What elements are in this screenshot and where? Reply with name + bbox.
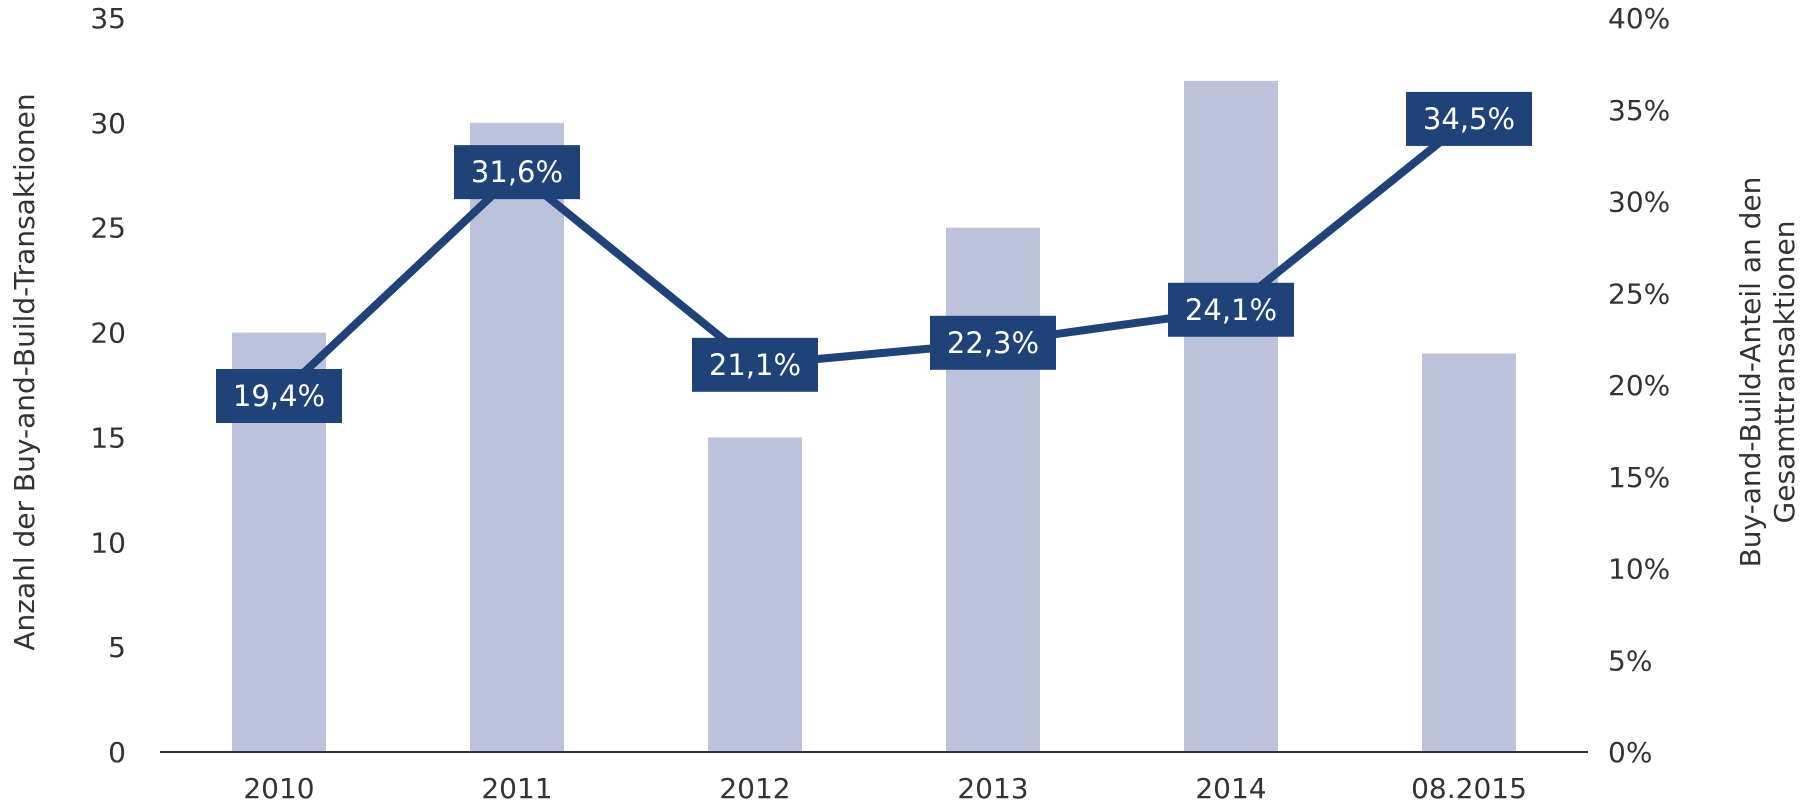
line-data-labels: 19,4% 31,6% 21,1% 22,3% 24,1% 34,5% [216,91,1532,424]
left-tick-label: 15 [90,421,126,454]
data-label: 22,3% [947,326,1039,360]
right-y-axis: 0% 5% 10% 15% 20% 25% 30% 35% 40% [1608,2,1670,769]
data-label-box [216,369,342,424]
data-label: 31,6% [471,155,563,189]
x-tick-label: 2012 [719,772,790,805]
x-tick-label: 2011 [481,772,552,805]
bar-series [232,80,1516,753]
left-y-axis: 0 5 10 15 20 25 30 35 [90,2,126,769]
share-line-series [275,114,1473,401]
bar-2013 [946,227,1040,752]
left-tick-label: 20 [90,317,126,350]
data-label-box [930,315,1056,370]
data-label-box [692,337,818,392]
right-axis-title: Buy-and-Build-Anteil an den Gesamttransa… [1734,177,1801,568]
bar-08.2015 [1422,353,1516,752]
right-axis-title-line-1: Buy-and-Build-Anteil an den [1734,177,1767,568]
bar-2011 [470,122,564,753]
left-axis-title: Anzahl der Buy-and-Build-Transaktionen [8,93,41,650]
right-tick-label: 0% [1608,736,1652,769]
right-tick-label: 5% [1608,644,1652,677]
left-tick-label: 10 [90,526,126,559]
right-tick-label: 25% [1608,277,1670,310]
x-tick-label: 2014 [1195,772,1266,805]
data-label: 19,4% [233,379,325,413]
left-tick-label: 30 [90,107,126,140]
left-tick-label: 5 [108,631,126,664]
right-tick-label: 20% [1608,369,1670,402]
left-tick-label: 25 [90,212,126,245]
right-tick-label: 40% [1608,2,1670,35]
data-label: 21,1% [709,348,801,382]
x-tick-label: 2010 [243,772,314,805]
bar-2014 [1184,80,1278,752]
left-tick-label: 35 [90,2,126,35]
data-label: 24,1% [1185,293,1277,327]
right-axis-title-line-2: Gesamttransaktionen [1768,221,1801,524]
bar-2012 [708,437,802,752]
x-tick-label: 08.2015 [1411,772,1527,805]
left-tick-label: 0 [108,736,126,769]
x-tick-label: 2013 [957,772,1028,805]
data-label-box [454,145,580,200]
data-label-box [1168,282,1294,337]
data-label: 34,5% [1423,102,1515,136]
right-tick-label: 30% [1608,186,1670,219]
right-tick-label: 35% [1608,94,1670,127]
right-tick-label: 15% [1608,461,1670,494]
data-label-box [1406,91,1532,146]
right-tick-label: 10% [1608,553,1670,586]
x-axis: 2010 2011 2012 2013 2014 08.2015 [243,772,1527,805]
